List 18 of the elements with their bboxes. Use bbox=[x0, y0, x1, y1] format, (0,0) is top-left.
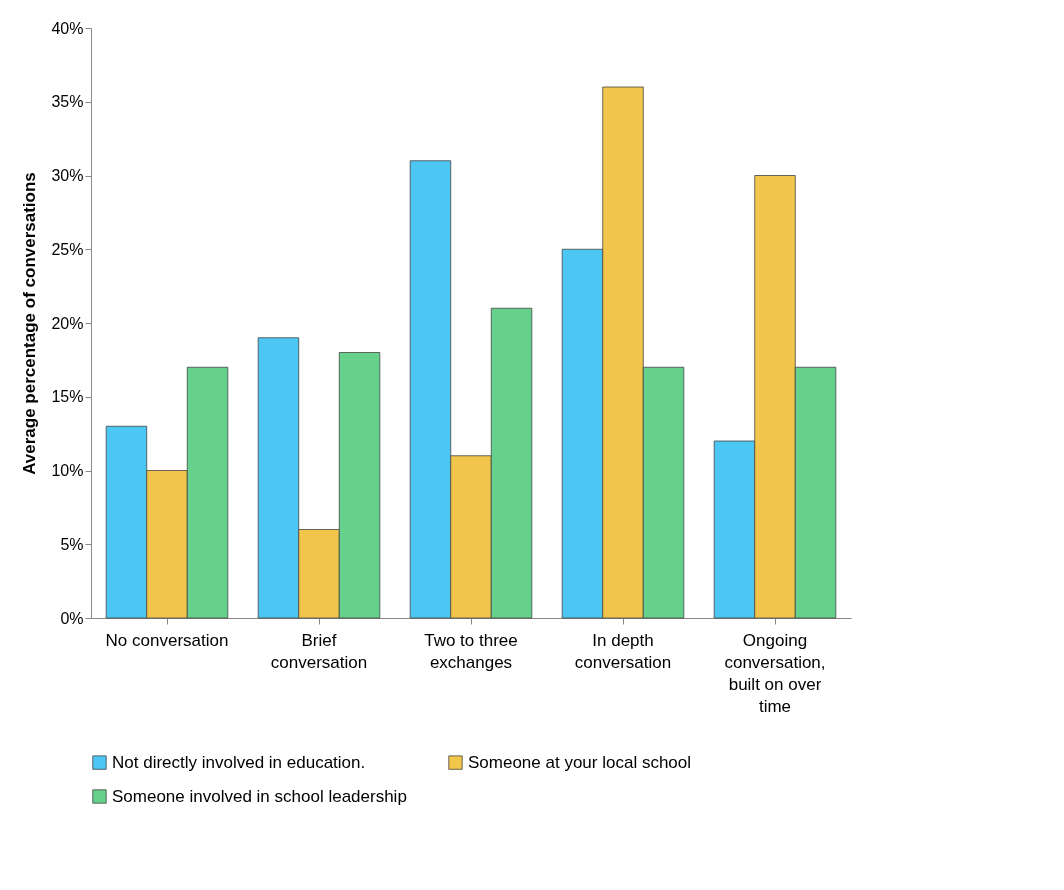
y-tick-label: 35% bbox=[51, 93, 84, 111]
y-tick-label: 5% bbox=[60, 535, 84, 553]
x-tick-label: Two to three exchanges bbox=[424, 630, 518, 672]
y-tick-label: 25% bbox=[51, 240, 84, 258]
x-tick-label: No conversation bbox=[105, 630, 229, 650]
y-tick-label: 30% bbox=[51, 167, 84, 184]
y-tick-label: 20% bbox=[51, 314, 84, 332]
y-tick-label: 15% bbox=[51, 388, 84, 406]
y-tick-label: 40% bbox=[51, 19, 84, 37]
legend-label: Someone at your local school bbox=[468, 752, 692, 772]
x-tick-label: In depth conversation bbox=[574, 630, 672, 672]
x-tick-label: Brief conversation bbox=[270, 630, 368, 672]
legend-label: Someone involved in school leadership bbox=[112, 786, 407, 806]
legend-label: Not directly involved in education. bbox=[112, 752, 366, 772]
y-tick-label: 10% bbox=[51, 462, 84, 479]
y-axis-title: Average percentage of conversations bbox=[20, 172, 40, 475]
x-tick-label: Ongoing conversation, built on over time bbox=[724, 630, 826, 716]
y-tick-label: 0% bbox=[60, 609, 84, 627]
